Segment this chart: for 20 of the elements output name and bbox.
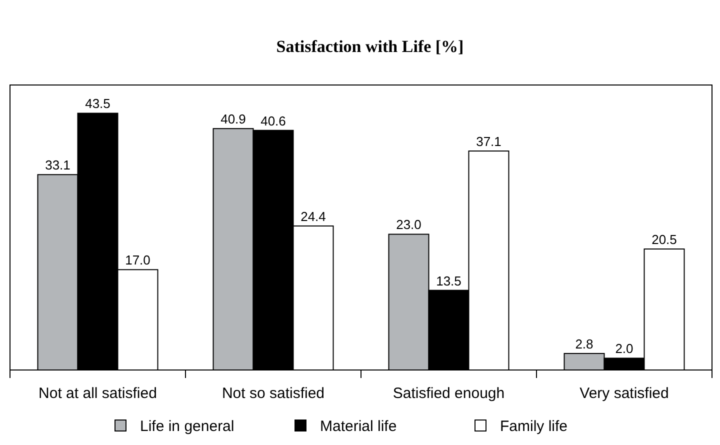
data-label: 20.5 [652,232,677,247]
data-label: 40.9 [220,112,246,127]
chart-title: Satisfaction with Life [%] [276,37,464,56]
data-label: 40.6 [260,113,286,128]
data-label: 24.4 [300,208,326,224]
data-label: 2.0 [615,341,634,356]
legend-label: Life in general [140,418,234,435]
x-tick-label: Satisfied enough [392,385,505,402]
x-tick-label: Very satisfied [580,385,669,402]
data-label: 37.1 [476,134,502,150]
x-tick-label: Not at all satisfied [38,385,157,402]
data-label: 13.5 [436,273,462,288]
x-tick-label: Not so satisfied [222,385,325,402]
data-label: 43.5 [85,96,110,112]
data-label: 17.0 [125,252,150,268]
data-label: 2.8 [575,336,594,352]
data-label: 33.1 [45,158,70,173]
legend-label: Family life [500,418,568,435]
data-label: 23.0 [396,217,422,232]
legend-label: Material life [320,418,397,435]
